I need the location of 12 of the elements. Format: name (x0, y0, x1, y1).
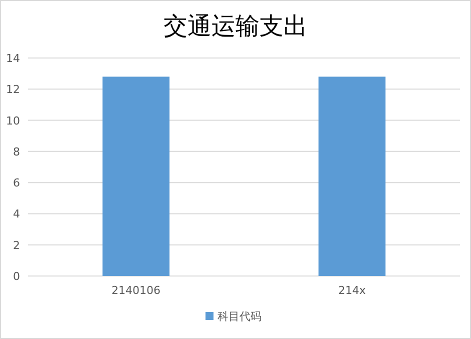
y-tick-label: 0 (13, 270, 20, 283)
y-tick-label: 6 (13, 176, 20, 190)
x-tick-label: 2140106 (112, 284, 160, 297)
y-tick-label: 12 (6, 83, 20, 96)
y-tick-label: 4 (13, 208, 20, 221)
y-tick-label: 10 (6, 114, 20, 128)
legend-label: 科目代码 (218, 310, 262, 323)
y-tick-label: 14 (6, 52, 20, 65)
y-tick-label: 2 (13, 238, 20, 252)
y-tick-label: 8 (13, 145, 20, 158)
x-tick-label: 214x (338, 284, 366, 297)
chart-title: 交通运输支出 (164, 12, 308, 40)
